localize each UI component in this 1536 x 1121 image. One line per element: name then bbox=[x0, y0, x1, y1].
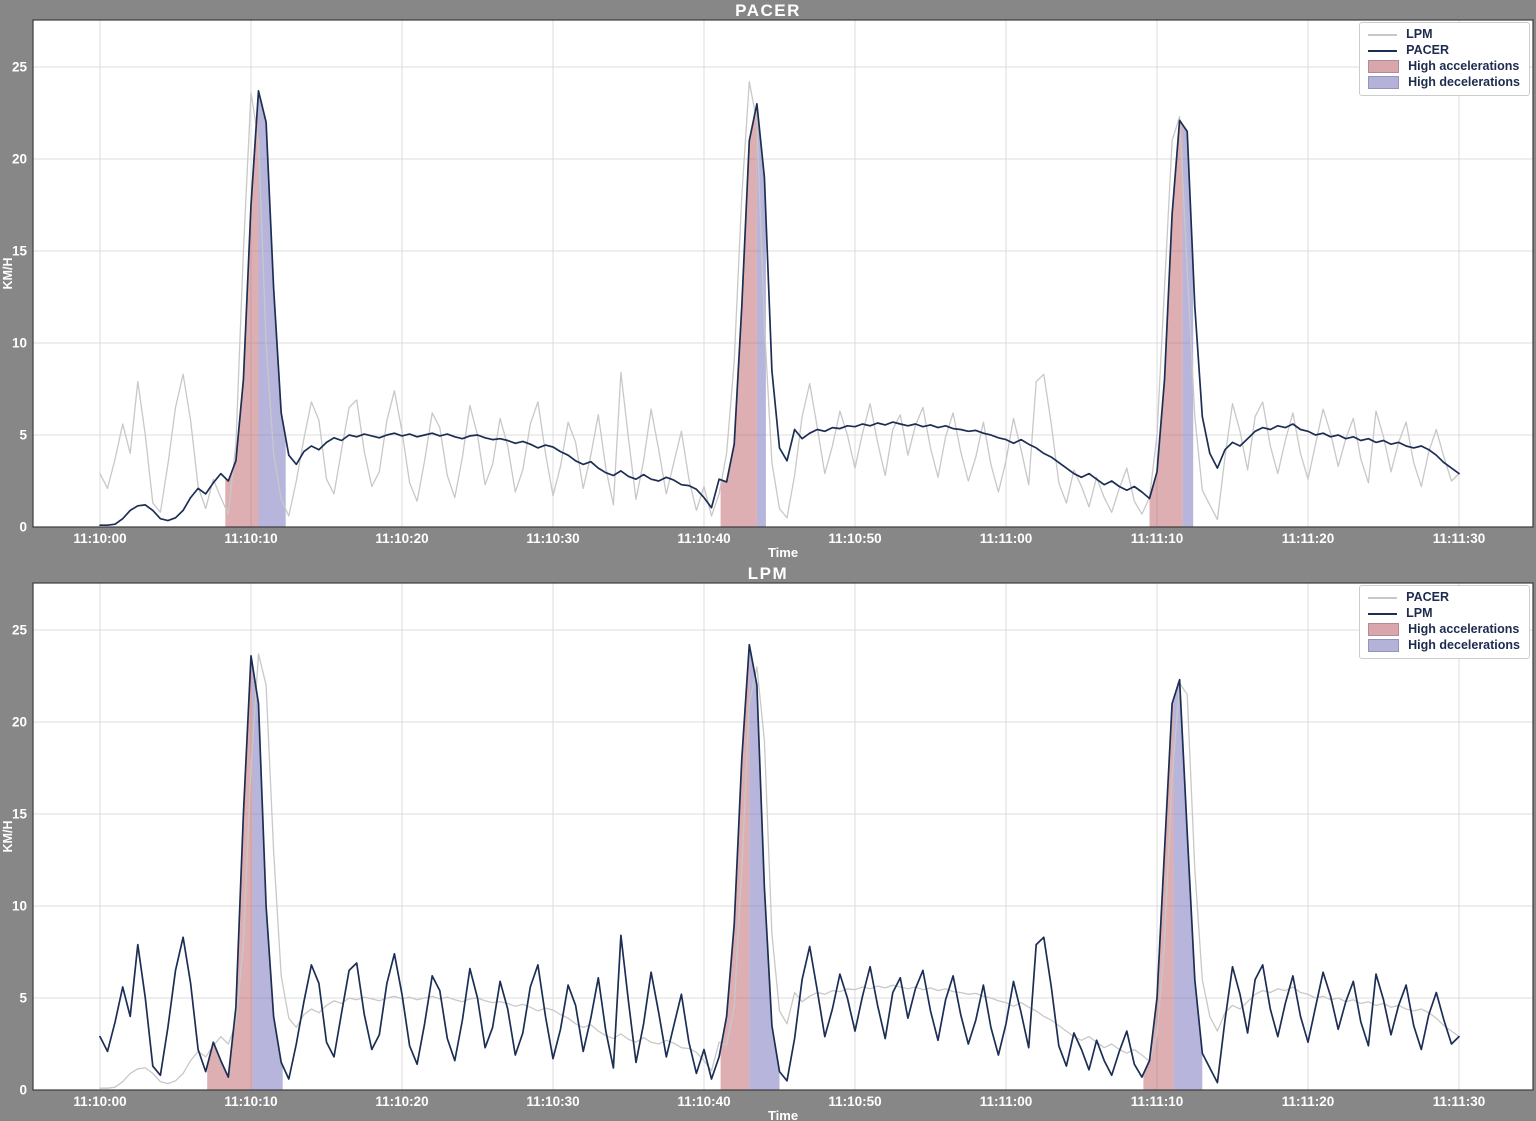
legend-item-lpm: LPM bbox=[1368, 28, 1520, 41]
lpm-line-swatch bbox=[1368, 612, 1398, 615]
lpm-chart-title: LPM bbox=[747, 564, 789, 583]
svg-text:11:10:10: 11:10:10 bbox=[224, 531, 277, 546]
svg-text:11:11:20: 11:11:20 bbox=[1282, 531, 1335, 546]
pacer-line-swatch bbox=[1368, 49, 1398, 52]
lpm-chart-panel: 11:10:00 11:10:10 11:10:20 11:10:30 11:10:40… bbox=[0, 563, 1536, 1121]
svg-text:15: 15 bbox=[12, 244, 28, 259]
svg-text:11:10:20: 11:10:20 bbox=[375, 1094, 428, 1109]
svg-text:5: 5 bbox=[19, 428, 27, 443]
legend-item-label: LPM bbox=[1406, 27, 1433, 41]
legend-item-label: PACER bbox=[1406, 43, 1449, 57]
legend-item-label: LPM bbox=[1406, 606, 1433, 620]
svg-text:11:11:10: 11:11:10 bbox=[1131, 1094, 1184, 1109]
svg-text:11:11:00: 11:11:00 bbox=[980, 531, 1033, 546]
svg-text:25: 25 bbox=[12, 60, 28, 75]
svg-text:11:10:20: 11:10:20 bbox=[375, 531, 428, 546]
pacer-chart-title: PACER bbox=[735, 1, 801, 20]
pacer-chart-panel: 11:10:00 11:10:10 11:10:20 11:10:30 11:10:40… bbox=[1, 1, 1534, 560]
legend-item-pacer: PACER bbox=[1368, 591, 1520, 604]
pacer-chart-canvas: 11:10:00 11:10:10 11:10:20 11:10:30 11:10:40… bbox=[1, 19, 1534, 560]
svg-text:11:11:30: 11:11:30 bbox=[1433, 531, 1486, 546]
svg-text:KM/H: KM/H bbox=[1, 821, 15, 853]
legend-item-high-decelerations: High decelerations bbox=[1368, 639, 1520, 652]
legend-item-high-accelerations: High accelerations bbox=[1368, 623, 1520, 636]
svg-text:11:10:30: 11:10:30 bbox=[526, 1094, 579, 1109]
svg-text:KM/H: KM/H bbox=[1, 258, 15, 290]
lpm-line-swatch bbox=[1368, 33, 1398, 36]
legend-item-lpm: LPM bbox=[1368, 607, 1520, 620]
svg-text:10: 10 bbox=[12, 336, 27, 351]
svg-text:25: 25 bbox=[12, 623, 28, 638]
svg-text:11:10:40: 11:10:40 bbox=[677, 531, 730, 546]
high-decelerations-swatch bbox=[1368, 639, 1400, 652]
lpm-chart-canvas: 11:10:00 11:10:10 11:10:20 11:10:30 11:10:40… bbox=[1, 582, 1534, 1121]
svg-text:11:11:30: 11:11:30 bbox=[1433, 1094, 1486, 1109]
svg-text:0: 0 bbox=[19, 1083, 27, 1098]
legend-item-label: High decelerations bbox=[1408, 638, 1520, 652]
legend-item-label: High decelerations bbox=[1408, 75, 1520, 89]
svg-text:Time: Time bbox=[768, 545, 798, 560]
svg-text:20: 20 bbox=[12, 715, 27, 730]
svg-text:5: 5 bbox=[19, 991, 27, 1006]
svg-text:11:10:10: 11:10:10 bbox=[224, 1094, 277, 1109]
svg-text:20: 20 bbox=[12, 152, 27, 167]
pacer-chart-legend: LPM PACER High accelerations High decele… bbox=[1359, 22, 1530, 96]
high-accelerations-swatch bbox=[1368, 623, 1400, 636]
svg-text:11:10:50: 11:10:50 bbox=[828, 1094, 881, 1109]
svg-text:11:10:50: 11:10:50 bbox=[828, 531, 881, 546]
legend-item-label: High accelerations bbox=[1408, 59, 1520, 73]
legend-item-high-accelerations: High accelerations bbox=[1368, 60, 1520, 73]
svg-text:15: 15 bbox=[12, 807, 28, 822]
legend-item-pacer: PACER bbox=[1368, 44, 1520, 57]
legend-item-high-decelerations: High decelerations bbox=[1368, 76, 1520, 89]
svg-text:11:10:30: 11:10:30 bbox=[526, 531, 579, 546]
svg-text:11:10:40: 11:10:40 bbox=[677, 1094, 730, 1109]
svg-text:11:10:00: 11:10:00 bbox=[73, 531, 126, 546]
svg-text:11:10:00: 11:10:00 bbox=[73, 1094, 126, 1109]
legend-item-label: High accelerations bbox=[1408, 622, 1520, 636]
svg-text:10: 10 bbox=[12, 899, 27, 914]
svg-text:11:11:10: 11:11:10 bbox=[1131, 531, 1184, 546]
pacer-line-swatch bbox=[1368, 596, 1398, 599]
svg-text:0: 0 bbox=[19, 520, 27, 535]
svg-text:Time: Time bbox=[768, 1108, 798, 1121]
lpm-chart-legend: PACER LPM High accelerations High decele… bbox=[1359, 585, 1530, 659]
svg-text:11:11:20: 11:11:20 bbox=[1282, 1094, 1335, 1109]
high-accelerations-swatch bbox=[1368, 60, 1400, 73]
svg-text:11:11:00: 11:11:00 bbox=[980, 1094, 1033, 1109]
high-decelerations-swatch bbox=[1368, 76, 1400, 89]
legend-item-label: PACER bbox=[1406, 590, 1449, 604]
